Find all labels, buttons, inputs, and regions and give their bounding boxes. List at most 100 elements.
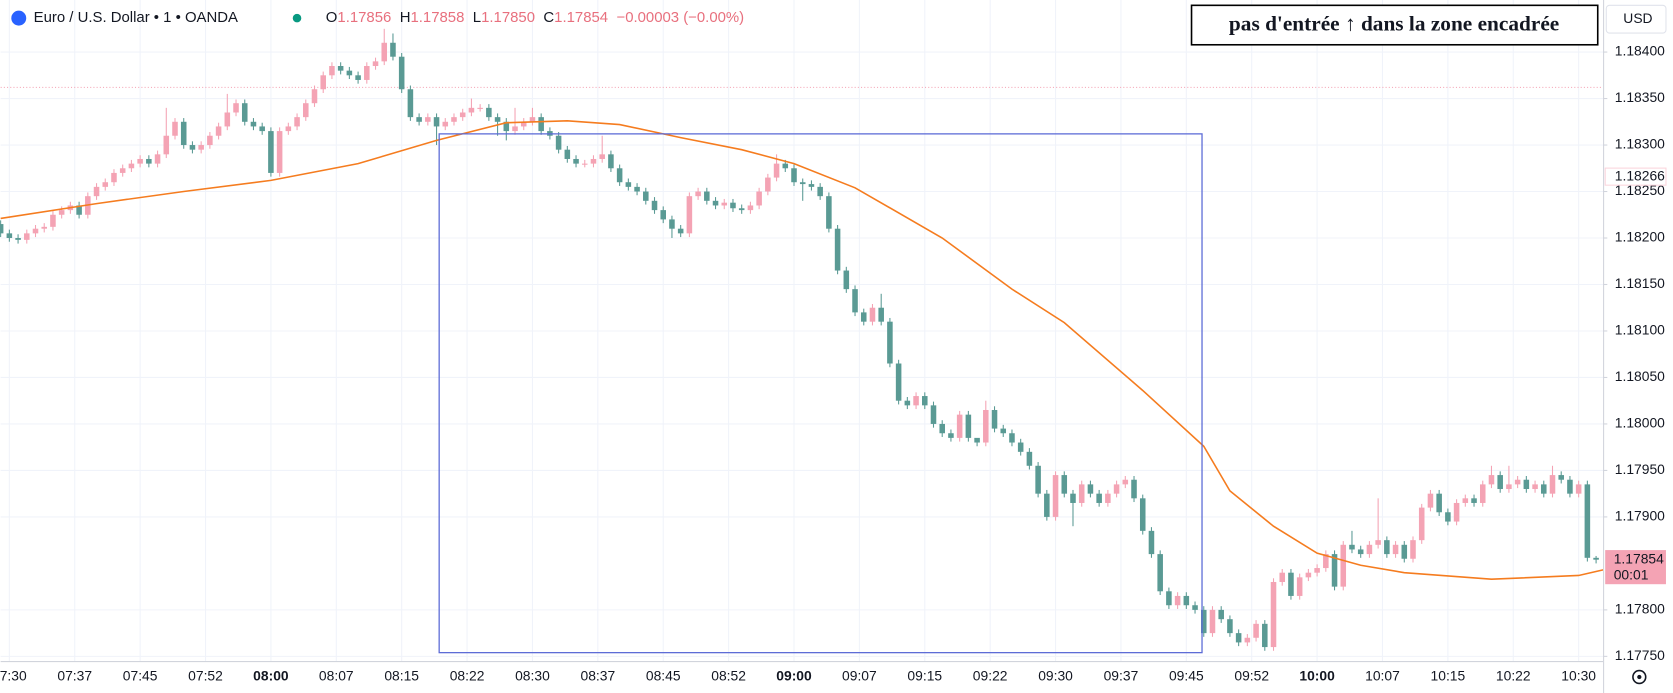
candle-body xyxy=(1549,475,1556,494)
candle-body xyxy=(1340,544,1347,587)
candle-body xyxy=(1488,475,1495,485)
candle-body xyxy=(974,437,980,443)
candle-body xyxy=(215,126,222,136)
annotation: pas d'entrée ↑ dans la zone encadrée xyxy=(1229,11,1559,35)
candle-body xyxy=(913,396,919,406)
candle-body xyxy=(468,107,475,113)
candle-body xyxy=(887,321,893,364)
candle-body xyxy=(1418,507,1425,541)
candle-body xyxy=(1166,591,1172,606)
candle-body xyxy=(1357,549,1364,555)
x-tick-label: 08:37 xyxy=(580,668,615,684)
candle-body xyxy=(241,103,248,122)
candle-body xyxy=(1227,619,1233,634)
candle-body xyxy=(1331,554,1338,587)
candle-body xyxy=(791,168,797,183)
candle-body xyxy=(1479,484,1486,503)
candle-body xyxy=(407,89,414,118)
candle-body xyxy=(486,107,492,118)
candle-body xyxy=(24,233,30,240)
candle-body xyxy=(1436,493,1442,513)
candle-body xyxy=(712,200,719,206)
candle-body xyxy=(991,409,998,429)
candle-body xyxy=(1558,475,1564,480)
y-tick-label: 1.17750 xyxy=(1615,647,1665,663)
candle-body xyxy=(1035,465,1041,494)
candle-body xyxy=(416,117,422,122)
candle-body xyxy=(590,158,597,164)
faded-price-label: 1.18266 xyxy=(1615,167,1665,183)
candle-body xyxy=(520,121,527,127)
candle-body xyxy=(799,182,806,185)
candle-body xyxy=(581,163,588,165)
candle-body xyxy=(808,184,815,187)
candle-body xyxy=(355,75,361,80)
candle-body xyxy=(1174,595,1181,606)
candle-body xyxy=(616,168,623,183)
candle-body xyxy=(922,396,928,406)
candle-body xyxy=(564,149,571,159)
candle-body xyxy=(1262,623,1268,648)
candle-body xyxy=(1244,637,1251,643)
header: Euro / U.S. Dollar • 1 • OANDA O1.17856 … xyxy=(11,9,744,26)
candle-body xyxy=(860,312,867,322)
c-label: C xyxy=(543,9,554,26)
candle-body xyxy=(878,307,884,322)
symbol-icon xyxy=(11,10,27,26)
candle-body xyxy=(6,233,13,239)
candle-body xyxy=(1192,605,1198,610)
candle-body xyxy=(163,135,170,155)
candle-body xyxy=(1200,609,1207,634)
candle-body xyxy=(1497,475,1503,490)
symbol-title: Euro / U.S. Dollar • 1 • OANDA xyxy=(34,9,238,26)
x-tick-label: 09:30 xyxy=(1038,668,1073,684)
candle-body xyxy=(1026,451,1033,466)
candle-body xyxy=(259,126,265,132)
faded-price-box xyxy=(1604,167,1667,186)
zone-box xyxy=(438,133,1203,654)
x-tick-label: 07:37 xyxy=(57,668,92,684)
candle-body xyxy=(50,214,56,227)
candle-body xyxy=(1183,595,1190,606)
candle-body xyxy=(765,177,771,192)
candle-body xyxy=(677,228,684,234)
candle-body xyxy=(329,66,335,76)
candle-body xyxy=(1427,493,1434,508)
candle-body xyxy=(983,409,989,443)
candle-body xyxy=(224,112,231,127)
candle-body xyxy=(364,66,370,80)
candle-body xyxy=(625,182,632,187)
currency-button[interactable] xyxy=(1605,4,1667,34)
y-tick-label: 1.18350 xyxy=(1615,89,1665,105)
candle-body xyxy=(1288,572,1294,596)
y-tick-label: 1.18050 xyxy=(1615,368,1665,384)
candle-body xyxy=(189,145,196,150)
settings-icon[interactable] xyxy=(1632,669,1647,685)
candle-body xyxy=(1270,581,1277,648)
candle-body xyxy=(111,172,117,183)
candle-body xyxy=(1462,498,1469,503)
candle-body xyxy=(1061,475,1068,494)
x-tick-label: 08:52 xyxy=(711,668,746,684)
y-tick-label: 1.17950 xyxy=(1615,461,1665,477)
candle-body xyxy=(1105,493,1111,503)
candle-body xyxy=(451,117,457,122)
candle-body xyxy=(826,196,832,229)
candle-body xyxy=(285,126,292,132)
x-tick-label: 10:15 xyxy=(1431,668,1466,684)
candle-body xyxy=(207,135,213,146)
candle-body xyxy=(834,228,841,271)
candle-body xyxy=(1017,442,1024,452)
candle-body xyxy=(512,126,518,132)
candle-body xyxy=(904,400,911,406)
candle-body xyxy=(643,191,649,201)
candle-body xyxy=(1366,544,1373,555)
candle-body xyxy=(704,191,710,201)
candle-body xyxy=(573,158,579,164)
candle-body xyxy=(756,191,762,206)
plot xyxy=(0,28,1604,654)
candle-body xyxy=(1218,609,1224,620)
price-label-box xyxy=(1605,550,1666,585)
currency[interactable]: USD xyxy=(1623,10,1652,26)
